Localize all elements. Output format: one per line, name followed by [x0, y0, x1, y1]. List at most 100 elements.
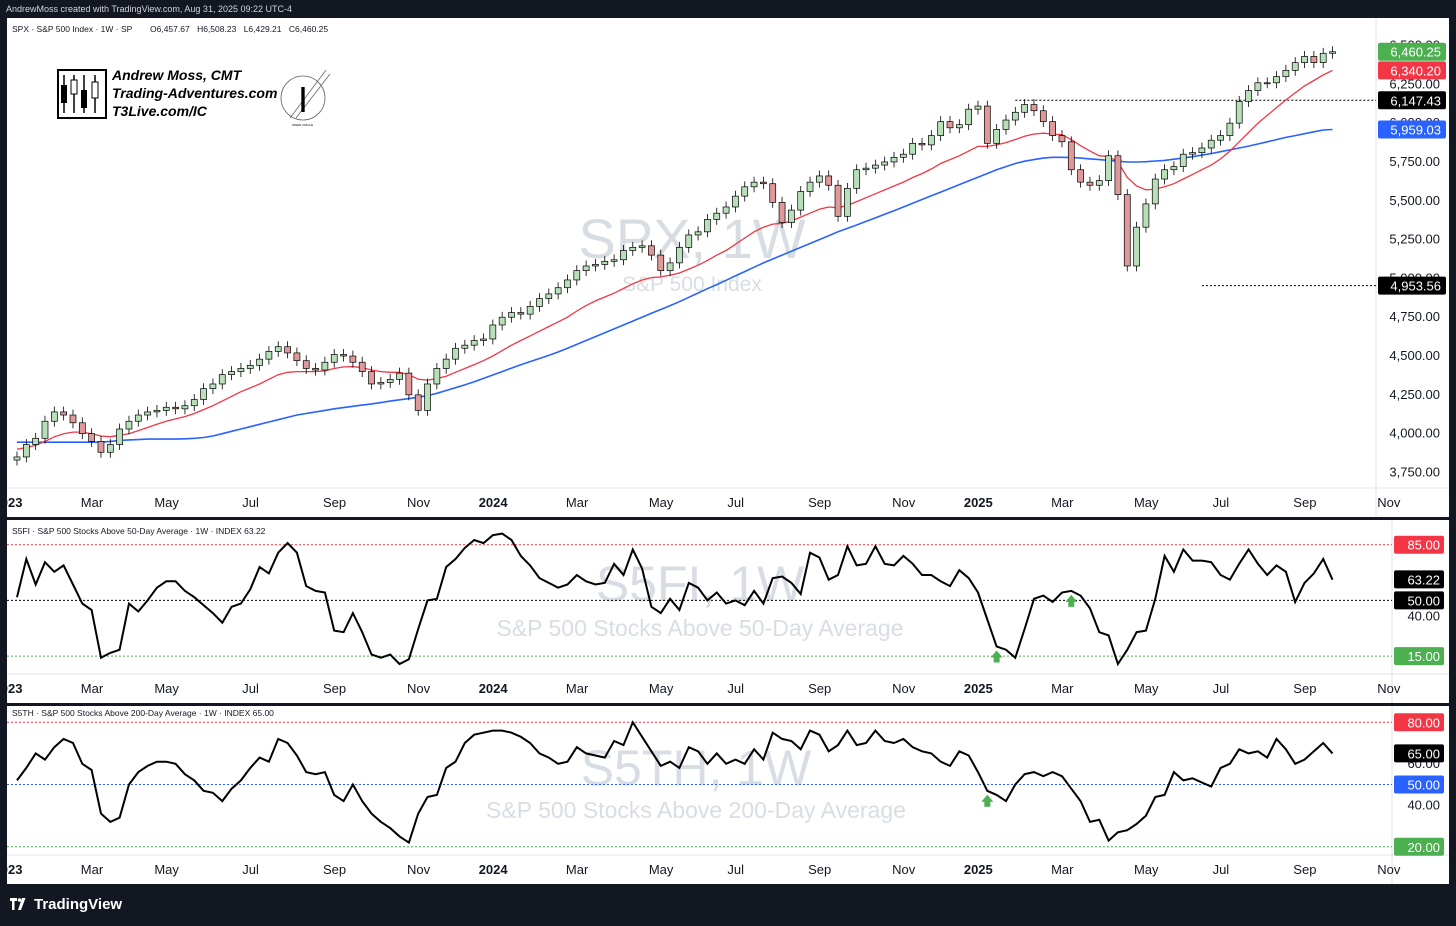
candle-up[interactable]: [788, 209, 795, 223]
candle-up[interactable]: [927, 135, 935, 146]
candle-down[interactable]: [88, 433, 95, 442]
candle-down[interactable]: [1086, 181, 1094, 186]
candle-down[interactable]: [834, 184, 842, 217]
tradingview-brand[interactable]: TradingView: [10, 896, 122, 913]
candle-up[interactable]: [862, 167, 870, 171]
candle-up[interactable]: [592, 264, 599, 267]
candle-up[interactable]: [321, 361, 329, 371]
s5th-pane-background[interactable]: [7, 706, 1449, 884]
candle-up[interactable]: [881, 161, 889, 166]
candle-down[interactable]: [1039, 110, 1047, 122]
candle-up[interactable]: [1179, 153, 1187, 167]
candle-up[interactable]: [806, 181, 814, 192]
candle-up[interactable]: [1301, 56, 1308, 63]
chart-canvas[interactable]: SPX · S&P 500 Index · 1W · SP O6,457.67 …: [0, 0, 1456, 886]
candle-down[interactable]: [946, 121, 954, 129]
candle-up[interactable]: [993, 129, 1001, 144]
candle-up[interactable]: [116, 428, 123, 445]
candle-up[interactable]: [526, 306, 534, 315]
candle-down[interactable]: [78, 422, 86, 435]
candle-up[interactable]: [1273, 76, 1280, 84]
candle-up[interactable]: [237, 368, 245, 372]
candle-down[interactable]: [1030, 104, 1038, 112]
candle-down[interactable]: [97, 441, 105, 453]
candle-down[interactable]: [983, 105, 991, 144]
candle-down[interactable]: [405, 372, 413, 396]
candle-up[interactable]: [620, 250, 627, 261]
candle-up[interactable]: [955, 124, 963, 129]
candle-up[interactable]: [377, 382, 385, 385]
candle-up[interactable]: [256, 358, 263, 366]
candle-up[interactable]: [629, 247, 637, 251]
candle-up[interactable]: [228, 371, 235, 376]
candle-down[interactable]: [657, 254, 665, 271]
candle-up[interactable]: [573, 270, 581, 281]
candle-down[interactable]: [1123, 194, 1131, 267]
candle-up[interactable]: [1151, 178, 1159, 205]
candle-up[interactable]: [554, 287, 562, 295]
candle-down[interactable]: [760, 181, 767, 185]
candle-up[interactable]: [246, 364, 254, 369]
candle-up[interactable]: [797, 191, 805, 211]
candle-up[interactable]: [162, 406, 170, 411]
candle-up[interactable]: [489, 324, 497, 340]
candle-down[interactable]: [293, 352, 301, 362]
candle-up[interactable]: [722, 206, 730, 214]
candle-up[interactable]: [1021, 104, 1028, 113]
candle-up[interactable]: [909, 142, 917, 155]
candle-up[interactable]: [442, 358, 450, 369]
candle-up[interactable]: [564, 279, 571, 289]
price-pane-background[interactable]: [7, 18, 1449, 517]
candle-down[interactable]: [1114, 155, 1122, 195]
candle-up[interactable]: [1235, 101, 1243, 124]
candle-up[interactable]: [1282, 70, 1290, 77]
candle-up[interactable]: [694, 231, 702, 236]
candle-up[interactable]: [1198, 147, 1206, 154]
candle-up[interactable]: [937, 121, 945, 136]
candle-up[interactable]: [732, 195, 739, 208]
candle-up[interactable]: [741, 186, 749, 197]
candle-down[interactable]: [769, 183, 777, 203]
candle-up[interactable]: [1319, 52, 1327, 63]
candle-up[interactable]: [1095, 180, 1103, 186]
candle-up[interactable]: [816, 175, 823, 183]
candle-up[interactable]: [209, 383, 217, 389]
candle-up[interactable]: [582, 265, 590, 271]
candle-up[interactable]: [704, 219, 711, 233]
candle-up[interactable]: [899, 153, 907, 158]
candle-up[interactable]: [676, 247, 683, 264]
s5fi-pane-background[interactable]: [7, 520, 1449, 703]
candle-up[interactable]: [1170, 166, 1178, 171]
candle-down[interactable]: [1077, 169, 1084, 183]
candle-up[interactable]: [1133, 226, 1140, 267]
candle-up[interactable]: [153, 410, 161, 413]
candle-down[interactable]: [1067, 141, 1075, 171]
candle-up[interactable]: [480, 338, 487, 341]
candle-up[interactable]: [536, 298, 543, 307]
candle-up[interactable]: [470, 340, 478, 346]
candle-down[interactable]: [778, 201, 786, 223]
candle-down[interactable]: [60, 411, 68, 416]
candle-up[interactable]: [965, 108, 973, 126]
candle-down[interactable]: [648, 245, 655, 256]
candle-down[interactable]: [340, 354, 347, 357]
candle-up[interactable]: [750, 181, 758, 188]
candle-up[interactable]: [41, 420, 49, 439]
candle-down[interactable]: [414, 394, 422, 411]
candle-up[interactable]: [452, 347, 459, 360]
candle-up[interactable]: [1207, 139, 1215, 149]
candle-up[interactable]: [50, 411, 58, 422]
candle-up[interactable]: [396, 372, 403, 380]
candle-up[interactable]: [601, 260, 609, 265]
candle-up[interactable]: [844, 188, 851, 217]
candle-up[interactable]: [134, 414, 142, 422]
candle-up[interactable]: [508, 312, 515, 318]
candle-up[interactable]: [190, 399, 198, 407]
candle-up[interactable]: [498, 316, 506, 326]
candle-up[interactable]: [872, 164, 879, 169]
candle-down[interactable]: [349, 355, 357, 363]
candle-up[interactable]: [144, 411, 151, 416]
candle-down[interactable]: [358, 361, 366, 372]
candle-up[interactable]: [685, 234, 693, 248]
candle-up[interactable]: [1245, 90, 1252, 102]
